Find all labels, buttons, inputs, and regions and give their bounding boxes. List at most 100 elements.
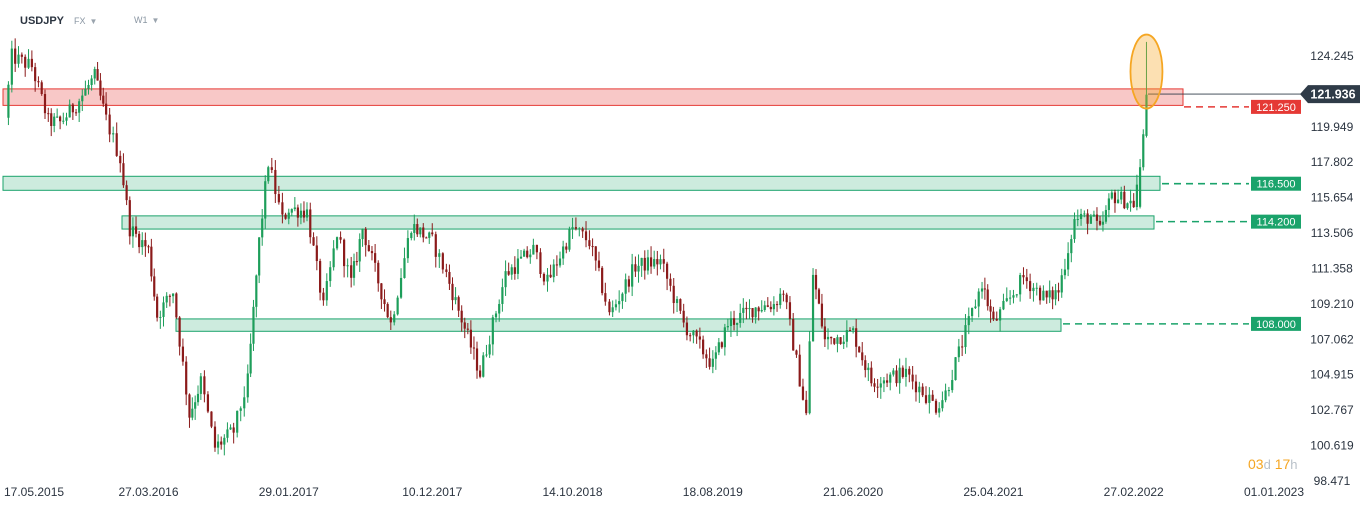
candle [312, 232, 315, 246]
candle [1042, 285, 1045, 301]
candle-body [147, 246, 150, 248]
candle [71, 102, 74, 120]
symbol-dropdown-icon[interactable]: ▼ [89, 16, 98, 26]
candle-body [159, 316, 162, 318]
candle [220, 436, 223, 450]
candle [128, 196, 131, 245]
candle [646, 249, 650, 275]
candle [131, 217, 135, 248]
candle-body [637, 265, 640, 272]
candle-body [1060, 275, 1063, 293]
candle-body [386, 304, 389, 318]
candle [1005, 287, 1008, 303]
candle [732, 310, 736, 331]
candle [637, 254, 640, 283]
x-tick-label: 10.12.2017 [402, 485, 462, 499]
time-axis: 17.05.2015 27.03.2016 29.01.2017 10.12.2017… [4, 485, 1304, 499]
candle [736, 322, 739, 337]
candle-body [383, 299, 386, 305]
candle-body [431, 232, 434, 235]
candle [898, 358, 901, 394]
y-tick-label: 100.619 [1310, 439, 1354, 453]
candle [1070, 234, 1073, 263]
candle [1051, 286, 1054, 310]
candle [210, 411, 213, 429]
candle [53, 113, 56, 133]
candle-body [941, 400, 944, 409]
candle [1057, 282, 1060, 302]
candle [377, 260, 380, 292]
candle-body [20, 54, 23, 57]
candle [624, 273, 627, 302]
candle [329, 261, 332, 287]
candle [558, 251, 562, 268]
candle-body [562, 246, 565, 259]
candle-body [370, 251, 374, 254]
candle-body [732, 318, 736, 325]
candle-body [270, 167, 273, 170]
candle [1015, 293, 1018, 298]
candle [901, 365, 904, 379]
candle-body [422, 227, 425, 238]
candle [742, 298, 745, 324]
candle-body [614, 304, 618, 308]
interval-selector[interactable]: W1 ▼ [134, 15, 159, 25]
zone-support-2 [121, 215, 1155, 230]
candle [475, 341, 479, 379]
candle [864, 355, 867, 378]
x-tick-label: 27.02.2022 [1104, 485, 1164, 499]
candle-body [165, 295, 168, 303]
candle [175, 292, 178, 319]
candle [445, 263, 448, 278]
candle [181, 338, 185, 366]
candle-body [779, 293, 782, 306]
candle [1138, 158, 1142, 209]
candle [1145, 41, 1148, 138]
candle [243, 386, 246, 417]
candle [428, 231, 431, 244]
candle [261, 209, 264, 246]
candle [290, 208, 293, 217]
candle-body [210, 411, 213, 427]
candle-body [621, 293, 624, 302]
candle [772, 296, 775, 316]
candle [14, 38, 17, 72]
interval-dropdown-icon[interactable]: ▼ [151, 15, 160, 25]
candle-body [374, 253, 377, 263]
candle [653, 250, 656, 269]
candle-body [367, 245, 370, 252]
candle-body [717, 342, 720, 353]
candle-body [138, 233, 141, 248]
candle-body [425, 237, 428, 239]
candle-body [239, 408, 242, 411]
candle [419, 227, 422, 238]
candle [302, 201, 306, 223]
candle-body [708, 358, 711, 367]
candle [156, 293, 159, 322]
candle [775, 301, 779, 312]
candle-body [220, 441, 223, 445]
candle-body [1045, 290, 1048, 298]
candle-body [634, 264, 637, 272]
candle [194, 395, 197, 420]
candle-body [171, 293, 175, 297]
candle-body [702, 339, 705, 355]
candle-body [571, 227, 574, 230]
candle [951, 369, 954, 393]
candle [105, 92, 108, 121]
candle-body [305, 209, 309, 218]
candle [977, 288, 980, 318]
candle-body [17, 54, 20, 64]
symbol-name[interactable]: USDJPY [20, 15, 65, 27]
candle-body [434, 234, 437, 257]
candle [1038, 285, 1042, 305]
candle [482, 352, 485, 378]
interval-label[interactable]: W1 [134, 15, 148, 25]
candle [1025, 268, 1028, 289]
candle-body [665, 263, 669, 279]
candle-body [726, 326, 729, 328]
candle [448, 264, 451, 291]
candle-body [513, 267, 516, 274]
candle [370, 246, 374, 261]
